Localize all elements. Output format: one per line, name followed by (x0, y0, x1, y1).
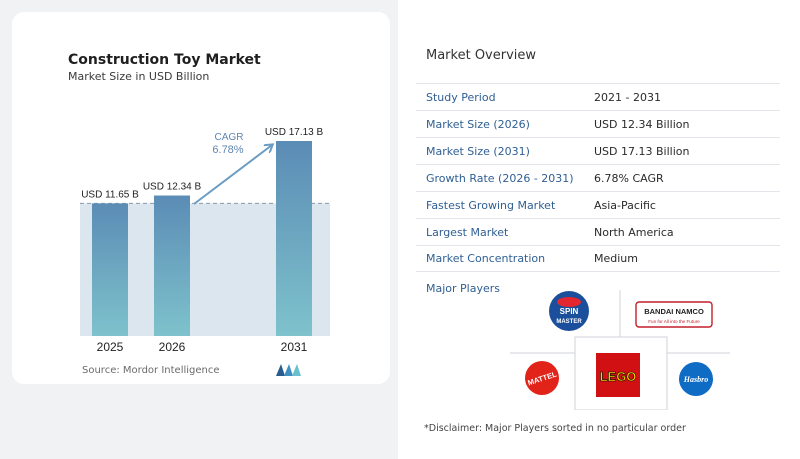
bar-2031 (276, 141, 312, 336)
major-players-title: Major Players (426, 282, 500, 295)
overview-row: Growth Rate (2026 - 2031) 6.78% CAGR (416, 164, 780, 191)
overview-value: North America (594, 225, 674, 239)
overview-row: Market Concentration Medium (416, 245, 780, 272)
overview-row: Study Period 2021 - 2031 (416, 83, 780, 110)
data-label-2025: USD 11.65 B (81, 189, 139, 200)
overview-key: Largest Market (426, 225, 509, 239)
svg-text:Hasbro: Hasbro (683, 375, 708, 384)
overview-value: 2021 - 2031 (594, 90, 661, 104)
data-label-2031: USD 17.13 B (265, 127, 324, 138)
hasbro-logo: Hasbro (679, 362, 713, 396)
chart-title: Construction Toy Market (68, 52, 261, 68)
overview-title: Market Overview (426, 48, 537, 63)
mattel-logo: MATTEL (525, 361, 559, 395)
overview-key: Study Period (426, 90, 496, 104)
overview-row: Market Size (2026) USD 12.34 Billion (416, 110, 780, 137)
overview-row: Fastest Growing Market Asia-Pacific (416, 191, 780, 218)
bar-chart: USD 11.65 B 2025 USD 12.34 B 2026 USD 17.13 … (80, 127, 330, 354)
overview-table: Study Period 2021 - 2031 Market Size (202… (416, 83, 780, 272)
bar-2026 (154, 195, 190, 336)
overview-key: Growth Rate (2026 - 2031) (426, 171, 574, 185)
svg-text:LEGO: LEGO (600, 369, 637, 384)
x-tick-2025: 2025 (97, 340, 124, 354)
overview-key: Fastest Growing Market (426, 198, 556, 212)
overview-value: USD 12.34 Billion (594, 117, 690, 131)
overview-key: Market Size (2031) (426, 144, 530, 158)
overview-value: 6.78% CAGR (594, 171, 664, 185)
overview-value: Asia-Pacific (594, 198, 656, 212)
bandai-namco-logo: BANDAI NAMCO Fun for All into the Future (635, 301, 713, 328)
cagr-arrow (193, 145, 272, 205)
chart-subtitle: Market Size in USD Billion (68, 70, 210, 83)
x-tick-2031: 2031 (281, 340, 308, 354)
overview-key: Market Size (2026) (426, 117, 530, 131)
overview-value: Medium (594, 252, 638, 265)
svg-text:MASTER: MASTER (556, 319, 582, 325)
mordor-logo-icon (276, 364, 301, 376)
cagr-value: 6.78% (212, 144, 243, 156)
lego-logo: LEGO (596, 353, 640, 397)
cagr-label: CAGR (215, 132, 244, 143)
bar-2025 (92, 203, 128, 336)
spin-master-logo: SPIN MASTER (549, 291, 589, 331)
players-diagram: SPIN MASTER BANDAI NAMCO Fun for All int… (510, 290, 730, 410)
data-label-2026: USD 12.34 B (143, 182, 202, 193)
overview-key: Market Concentration (426, 252, 546, 265)
svg-text:Fun for All into the Future: Fun for All into the Future (648, 319, 700, 324)
overview-row: Largest Market North America (416, 218, 780, 245)
x-tick-2026: 2026 (159, 340, 186, 354)
source-note: Source: Mordor Intelligence (82, 365, 220, 376)
disclaimer: *Disclaimer: Major Players sorted in no … (424, 423, 686, 434)
overview-row: Market Size (2031) USD 17.13 Billion (416, 137, 780, 164)
svg-text:BANDAI NAMCO: BANDAI NAMCO (644, 307, 704, 316)
svg-text:SPIN: SPIN (560, 307, 579, 316)
overview-value: USD 17.13 Billion (594, 144, 690, 158)
